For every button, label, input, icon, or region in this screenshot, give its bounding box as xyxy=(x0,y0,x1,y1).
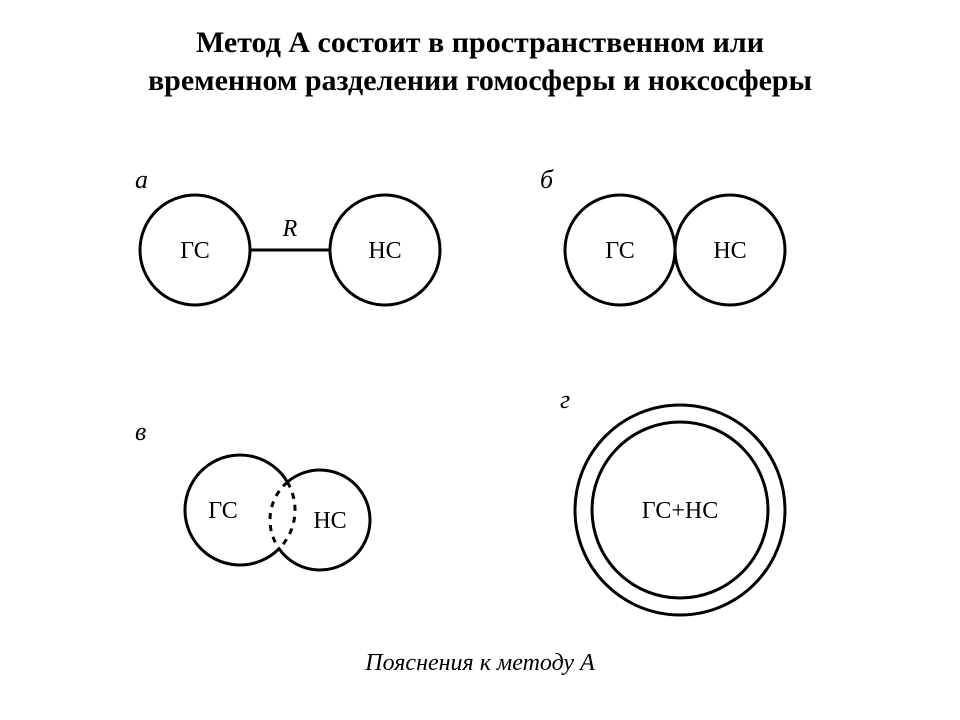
svg-text:б: б xyxy=(540,165,554,194)
svg-text:ГС: ГС xyxy=(605,238,635,264)
svg-text:ГС: ГС xyxy=(208,498,238,524)
title-line-2: временном разделении гомосферы и ноксосф… xyxy=(148,64,812,97)
svg-text:НС: НС xyxy=(368,238,401,264)
panel-v: в ГС НС xyxy=(135,417,370,570)
svg-text:НС: НС xyxy=(713,238,746,264)
title-line-1: Метод А состоит в пространственном или xyxy=(196,26,764,59)
diagram-caption: Пояснения к методу А xyxy=(0,650,960,677)
svg-text:а: а xyxy=(135,165,148,194)
svg-text:ГС: ГС xyxy=(180,238,210,264)
svg-text:R: R xyxy=(282,216,298,242)
panel-a: а ГС НС R xyxy=(135,165,440,305)
page: Метод А состоит в пространственном или в… xyxy=(0,0,960,720)
method-a-diagram: а ГС НС Rб ГС НС в ГС НС г ГС+НС xyxy=(0,140,960,640)
svg-text:НС: НС xyxy=(313,508,346,534)
svg-text:в: в xyxy=(135,417,146,446)
panel-g: г ГС+НС xyxy=(560,385,785,615)
svg-text:ГС+НС: ГС+НС xyxy=(642,498,718,524)
page-title: Метод А состоит в пространственном или в… xyxy=(0,24,960,99)
svg-text:г: г xyxy=(560,385,570,414)
panel-b: б ГС НС xyxy=(540,165,785,305)
